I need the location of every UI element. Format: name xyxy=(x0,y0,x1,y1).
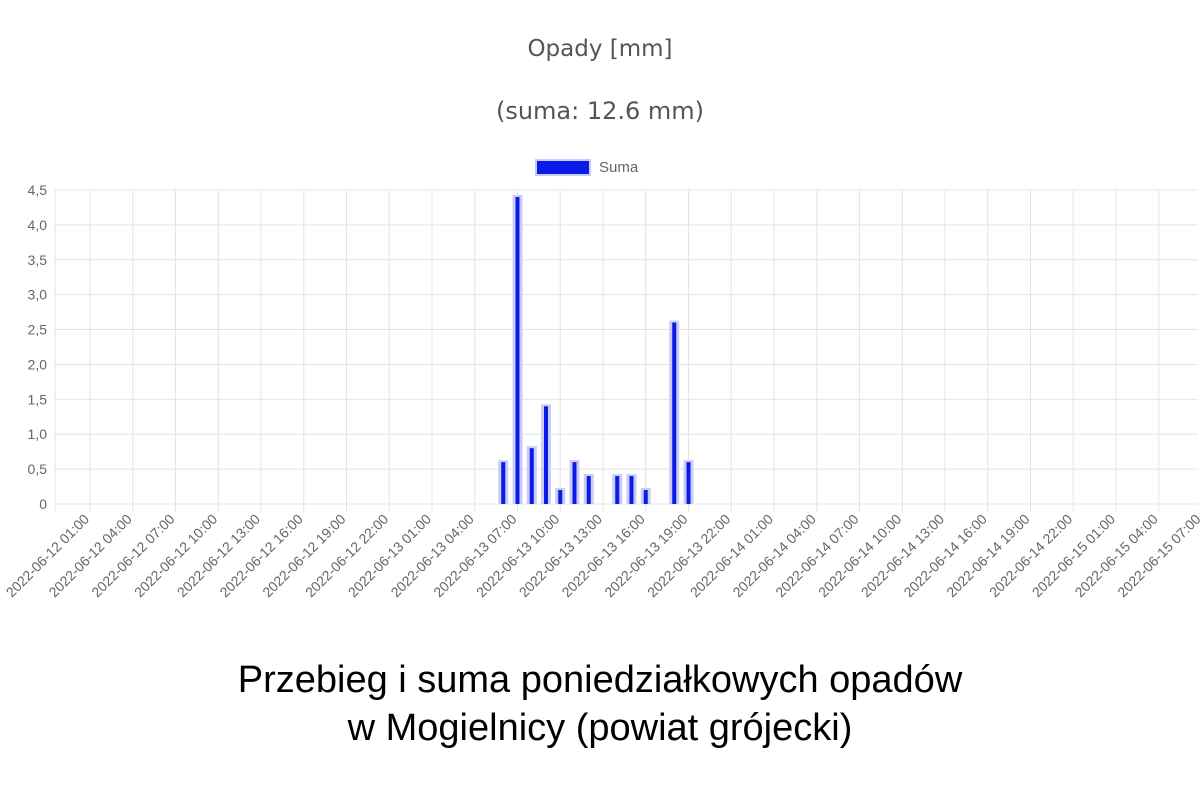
legend-label: Suma xyxy=(599,158,639,176)
bar[interactable] xyxy=(643,490,648,504)
caption-line-2: w Mogielnicy (powiat grójecki) xyxy=(347,707,853,749)
y-tick-label: 0,5 xyxy=(28,461,48,477)
bar[interactable] xyxy=(515,196,520,504)
y-tick-label: 1,0 xyxy=(28,426,48,442)
y-tick-label: 2,5 xyxy=(28,322,48,338)
y-tick-label: 3,5 xyxy=(28,252,48,268)
y-tick-label: 0 xyxy=(39,496,47,512)
y-axis-ticks: 0 0,5 1,0 1,5 2,0 2,5 3,0 3,5 4,0 4,5 xyxy=(28,182,48,512)
bar[interactable] xyxy=(672,322,677,504)
bar[interactable] xyxy=(544,406,548,504)
bar[interactable] xyxy=(586,476,591,504)
bar[interactable] xyxy=(615,476,620,504)
chart-title: Opady [mm] xyxy=(527,36,673,62)
bar[interactable] xyxy=(629,476,634,504)
bar[interactable] xyxy=(686,462,691,504)
chart-subtitle: (suma: 12.6 mm) xyxy=(495,97,705,125)
y-tick-label: 2,0 xyxy=(28,356,48,372)
bar[interactable] xyxy=(572,462,577,504)
bar[interactable] xyxy=(501,462,506,504)
y-tick-label: 4,5 xyxy=(28,182,48,198)
legend[interactable]: Suma xyxy=(535,157,638,177)
caption: Przebieg i suma poniedziałkowych opadów … xyxy=(0,656,1200,752)
bar-layer xyxy=(498,194,694,504)
y-tick-label: 4,0 xyxy=(28,217,48,233)
legend-swatch xyxy=(535,158,591,176)
y-tick-label: 3,0 xyxy=(28,287,48,303)
chart-plot: 0 0,5 1,0 1,5 2,0 2,5 3,0 3,5 4,0 4,5 2022-06-12 … xyxy=(3,182,1200,601)
bar[interactable] xyxy=(558,490,563,504)
bar[interactable] xyxy=(529,448,534,504)
y-tick-label: 1,5 xyxy=(28,391,48,407)
caption-line-1: Przebieg i suma poniedziałkowych opadów xyxy=(237,659,963,701)
grid-layer xyxy=(54,189,1198,512)
